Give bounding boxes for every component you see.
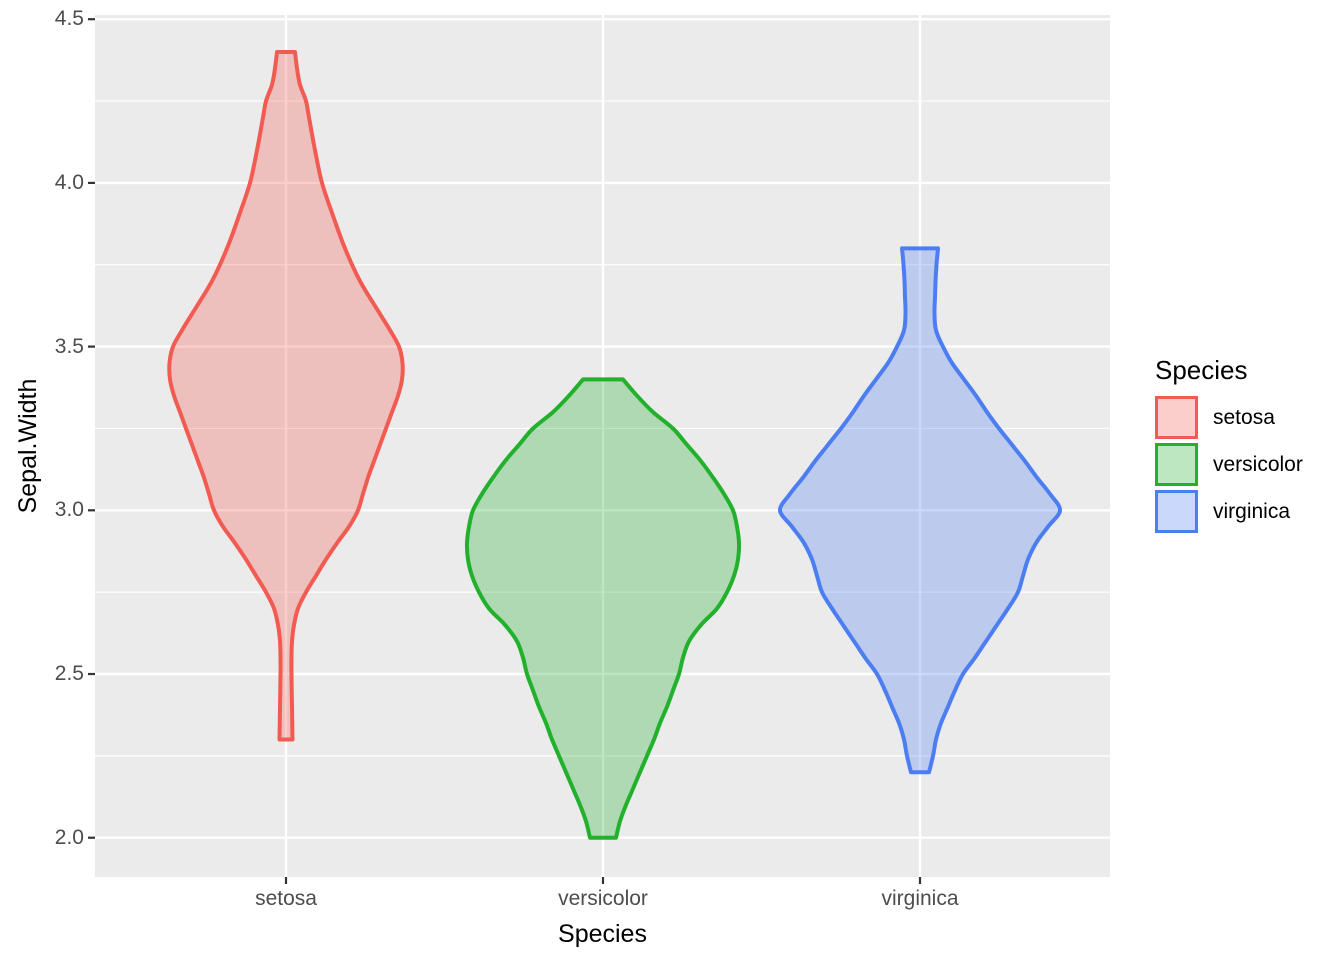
x-tick-label-setosa: setosa xyxy=(255,887,317,910)
legend-title: Species xyxy=(1155,355,1248,385)
y-tick-label: 3.5 xyxy=(54,334,84,358)
legend-key-swatch-virginica xyxy=(1155,490,1198,533)
y-tick-label: 2.0 xyxy=(54,825,84,849)
y-tick-label: 4.0 xyxy=(54,170,84,194)
violin-setosa xyxy=(167,50,405,742)
y-tick-label: 4.5 xyxy=(54,7,84,31)
legend-label: versicolor xyxy=(1213,452,1303,476)
violin-virginica xyxy=(778,246,1062,775)
x-tick-label-versicolor: versicolor xyxy=(558,887,648,910)
legend-key-swatch-versicolor xyxy=(1155,443,1198,486)
legend-item-versicolor: versicolor xyxy=(1155,443,1340,486)
legend-label: virginica xyxy=(1213,499,1291,523)
y-tick-label: 2.5 xyxy=(54,662,84,685)
legend-item-virginica: virginica xyxy=(1155,490,1340,533)
y-tick-label: 3.0 xyxy=(54,498,84,522)
x-tick-label-virginica: virginica xyxy=(881,887,959,910)
legend: Species setosa versicolor virginica xyxy=(1155,356,1340,537)
legend-key-swatch-setosa xyxy=(1155,396,1198,439)
legend-item-setosa: setosa xyxy=(1155,396,1340,439)
legend-label: setosa xyxy=(1213,405,1275,429)
violin-versicolor xyxy=(464,377,742,840)
y-axis-title: Sepal.Width xyxy=(14,378,42,514)
x-axis-title: Species xyxy=(558,920,647,948)
